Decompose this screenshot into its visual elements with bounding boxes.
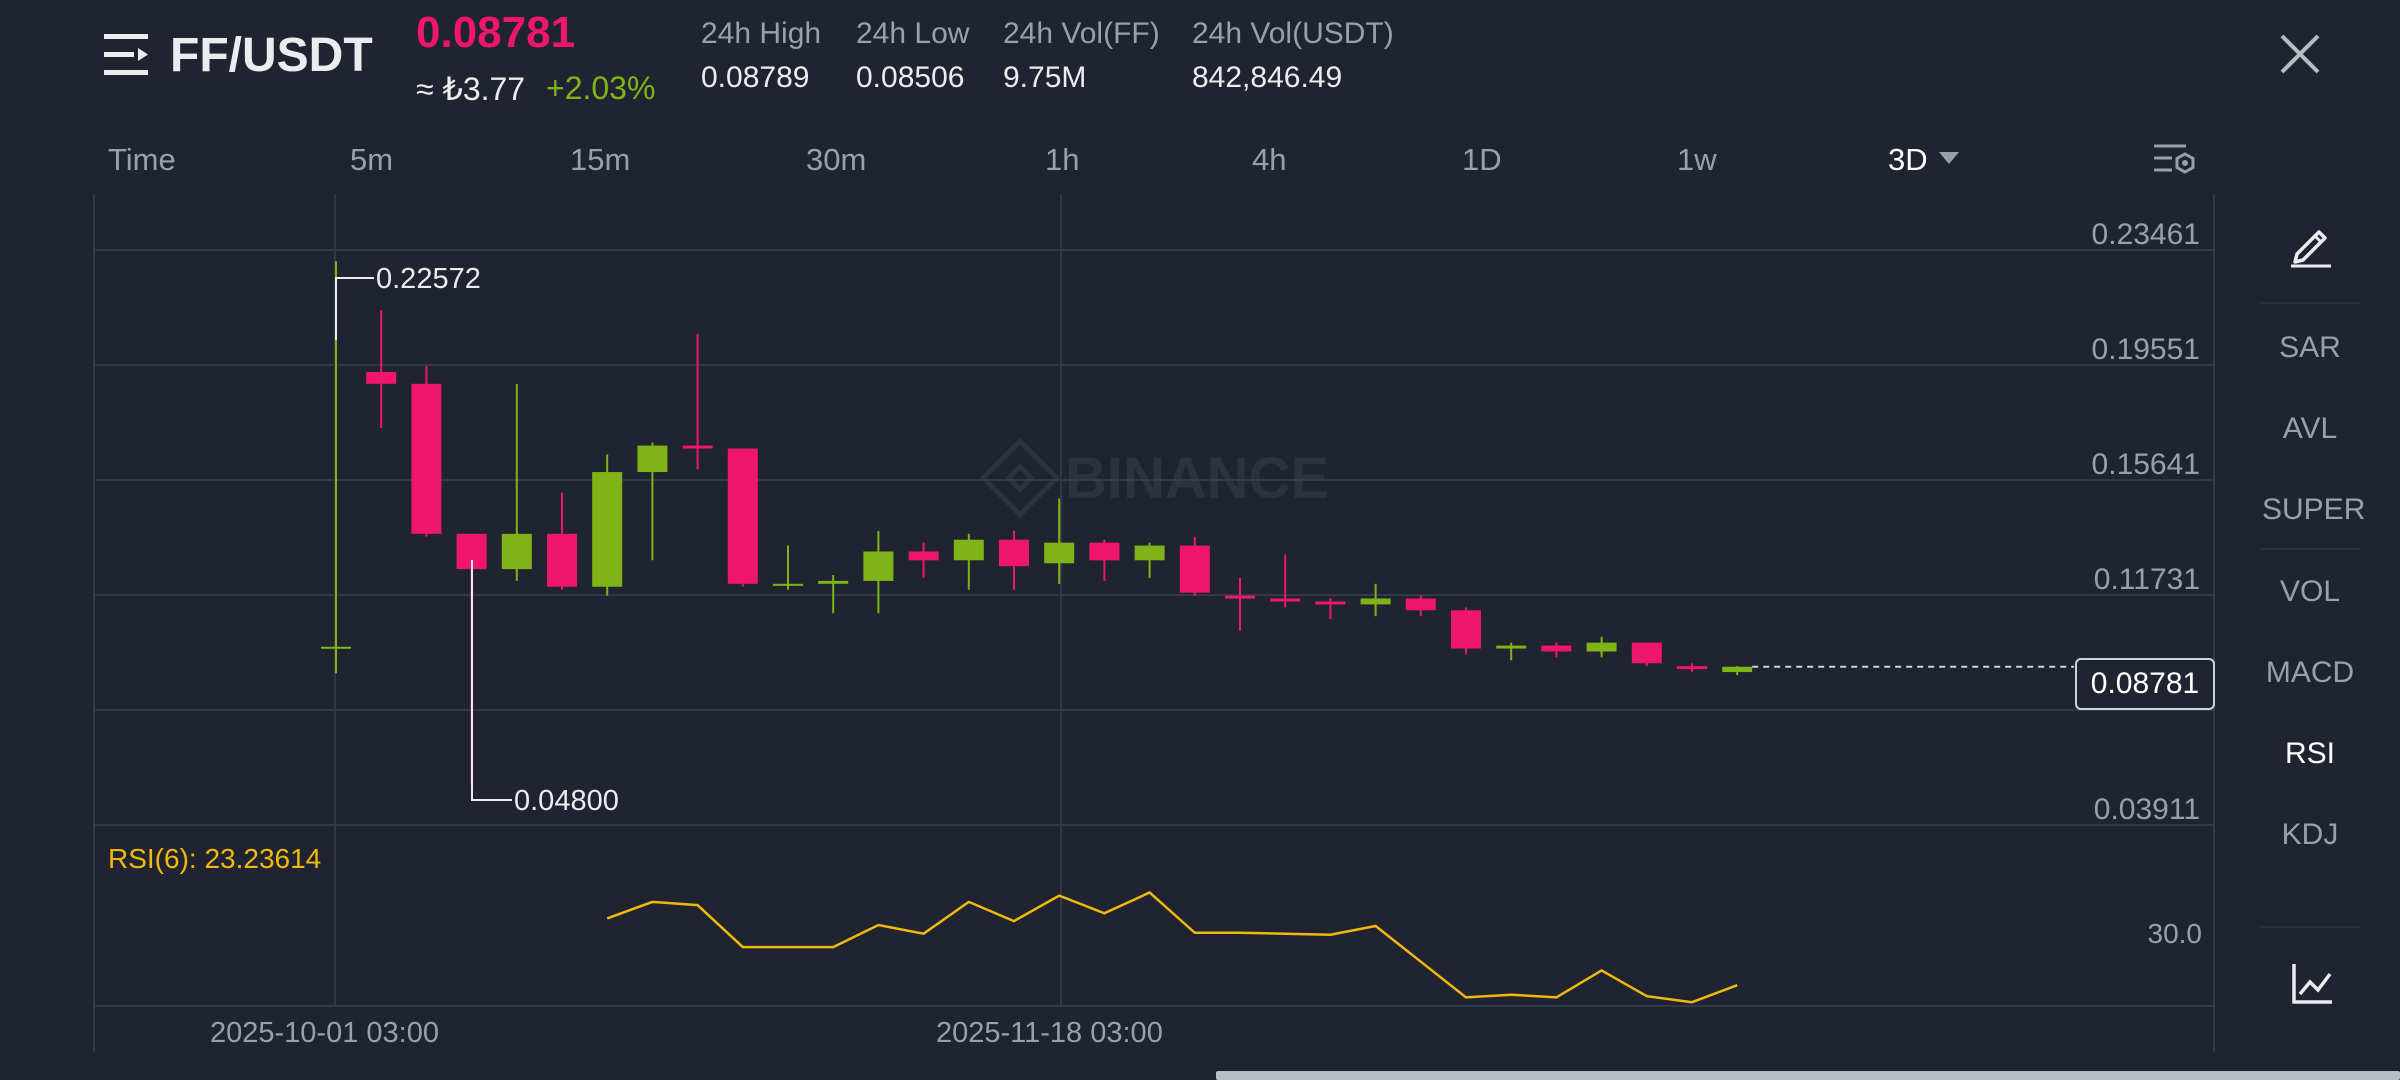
low-marker-line: [471, 560, 512, 801]
price-change: +2.03%: [546, 70, 656, 106]
stat-label-vol-usdt: 24h Vol(USDT): [1192, 17, 1394, 50]
stat-label-high: 24h High: [701, 17, 822, 50]
candle-body: [1631, 642, 1662, 664]
candle-body: [366, 372, 397, 384]
candle-body: [1677, 666, 1707, 670]
high-marker-line: [335, 277, 374, 340]
tab-1w[interactable]: 1w: [1677, 142, 1717, 177]
stat-label-low: 24h Low: [856, 17, 970, 50]
indicator-macd[interactable]: MACD: [2265, 656, 2355, 689]
pair-title[interactable]: FF/USDT: [170, 29, 373, 82]
date-axis-label: 2025-10-01 03:00: [210, 1017, 439, 1049]
tab-30m[interactable]: 30m: [806, 142, 867, 177]
pencil-icon[interactable]: [2289, 222, 2333, 268]
high-marker-label: 0.22572: [376, 263, 481, 295]
rsi-level-label: 30.0: [2147, 918, 2203, 949]
low-marker-label: 0.04800: [514, 785, 619, 817]
last-price: 0.08781: [416, 8, 576, 57]
indicator-avl[interactable]: AVL: [2282, 412, 2338, 445]
tab-15m[interactable]: 15m: [570, 142, 631, 177]
tab-5m[interactable]: 5m: [350, 142, 394, 177]
binance-watermark: BINANCE: [979, 437, 1329, 519]
chart-settings-icon[interactable]: [2152, 140, 2196, 180]
chart-scrollbar[interactable]: [1216, 1071, 2400, 1080]
stat-label-vol-ff: 24h Vol(FF): [1003, 17, 1160, 50]
tab-1h[interactable]: 1h: [1045, 142, 1080, 177]
candle-body: [1270, 598, 1301, 602]
candle-body: [727, 448, 758, 584]
candle-body: [863, 551, 894, 581]
chevron-down-icon[interactable]: [1939, 152, 1959, 164]
close-icon[interactable]: [2276, 30, 2324, 78]
candle-body: [1179, 545, 1210, 593]
stat-value-vol-ff: 9.75M: [1003, 61, 1087, 94]
tab-1d[interactable]: 1D: [1462, 142, 1502, 177]
candles-layer: [321, 261, 1753, 784]
stat-value-low: 0.08506: [856, 61, 965, 94]
panel-divider: [2260, 926, 2360, 928]
price-axis-label: 0.19551: [2091, 333, 2200, 366]
indicator-rsi[interactable]: RSI: [2284, 737, 2335, 770]
tab-time[interactable]: Time: [108, 142, 176, 177]
menu-icon[interactable]: [104, 32, 150, 78]
approx-price: ≈ ₺3.77: [416, 71, 526, 107]
candle-body: [411, 383, 442, 534]
watermark-text: BINANCE: [1065, 446, 1329, 511]
candle-body: [1089, 542, 1120, 561]
rsi-label: RSI(6): 23.23614: [108, 843, 322, 874]
candle-body: [501, 533, 532, 570]
price-axis-label: 0.23461: [2091, 218, 2200, 251]
indicator-kdj[interactable]: KDJ: [2281, 818, 2339, 851]
candle-body: [1134, 545, 1165, 561]
candle-body: [999, 539, 1029, 567]
candle-body: [1586, 642, 1617, 652]
panel-divider: [2260, 548, 2360, 550]
candle-body: [637, 445, 668, 473]
candle-body: [592, 472, 623, 587]
price-axis-label: 0.15641: [2091, 448, 2200, 481]
candle-body: [547, 533, 577, 587]
candle-body: [908, 551, 939, 561]
candle-body: [1722, 666, 1753, 673]
candle-body: [1225, 595, 1255, 599]
candle-body: [953, 539, 984, 561]
tab-3d[interactable]: 3D: [1888, 142, 1928, 177]
candle-body: [1360, 598, 1391, 605]
candle-body: [1496, 645, 1527, 649]
candle-body: [1451, 610, 1481, 649]
stat-value-vol-usdt: 842,846.49: [1192, 61, 1343, 94]
last-price-tag[interactable]: 0.08781: [2075, 658, 2215, 710]
indicator-super[interactable]: SUPER: [2262, 493, 2366, 526]
price-axis-label: 0.11731: [2093, 563, 2200, 596]
tab-4h[interactable]: 4h: [1252, 142, 1287, 177]
candle-body: [818, 580, 849, 584]
chart-icon[interactable]: [2290, 960, 2334, 1006]
candle-body: [773, 583, 803, 586]
candle-body: [321, 646, 351, 649]
rsi-line: [606, 891, 1738, 1004]
date-axis-label: 2025-11-18 03:00: [936, 1017, 1163, 1049]
candle-body: [1541, 645, 1572, 652]
indicator-vol[interactable]: VOL: [2279, 575, 2341, 608]
candle-body: [682, 445, 713, 449]
candle-body: [1315, 601, 1346, 605]
indicator-sar[interactable]: SAR: [2279, 331, 2341, 364]
stat-value-high: 0.08789: [701, 61, 810, 94]
panel-divider: [2260, 302, 2360, 304]
candle-body: [1044, 542, 1075, 564]
candle-body: [1405, 598, 1436, 611]
price-axis-label: 0.03911: [2093, 793, 2200, 826]
